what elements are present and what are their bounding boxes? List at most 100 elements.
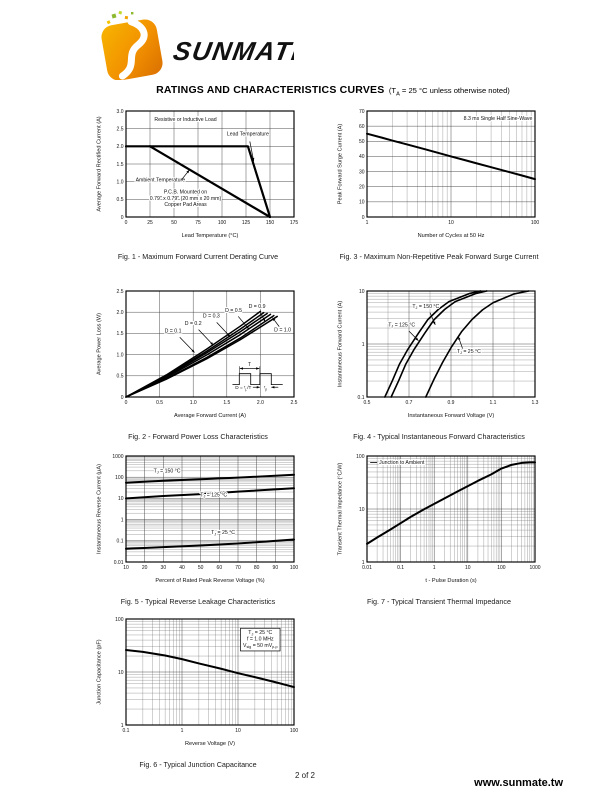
svg-text:1: 1 [121,517,124,523]
svg-text:1.5: 1.5 [117,162,124,168]
logo-wordmark: SUNMATE [171,36,294,66]
svg-text:1: 1 [181,728,184,734]
svg-text:100: 100 [531,220,540,226]
svg-text:60: 60 [217,565,223,571]
svg-text:100: 100 [290,565,299,571]
title-note: (TA = 25 °C unless otherwise noted) [388,86,510,98]
svg-text:1: 1 [362,342,365,348]
svg-text:40: 40 [359,154,365,160]
svg-text:Lead Temperature (°C): Lead Temperature (°C) [182,233,239,239]
svg-text:1: 1 [121,723,124,729]
svg-text:Resistive or Inductive Load: Resistive or Inductive Load [154,117,216,123]
svg-text:1.0: 1.0 [190,400,197,406]
svg-text:TJ = 150 °C: TJ = 150 °C [154,468,181,474]
fig2-power-loss-chart: 0 0.5 1.0 1.5 2.0 2.5 0 0.5 1.0 1.5 2.0 2.5 Average … [97,289,298,419]
svg-text:f = 1.0 MHz: f = 1.0 MHz [247,636,274,642]
svg-text:175: 175 [290,220,299,226]
svg-text:D = 0.9: D = 0.9 [249,304,266,310]
fig7-thermal-impedance-chart: 0.01 0.1 1 10 100 1000 1 10 100 t - Pulse Duratio… [338,454,541,584]
fig4-caption: Fig. 4 - Typical Instantaneous Forward C… [353,432,525,441]
svg-text:Copper Pad Areas: Copper Pad Areas [164,202,207,208]
svg-text:70: 70 [359,109,365,115]
svg-text:10: 10 [118,670,124,676]
svg-text:Instantaneous Forward Current: Instantaneous Forward Current (A) [338,301,344,388]
fig7-caption: Fig. 7 - Typical Transient Thermal Imped… [367,597,511,606]
svg-text:0: 0 [121,215,124,221]
page-number: 2 of 2 [294,771,315,780]
svg-text:Average Forward Rectified Curr: Average Forward Rectified Current (A) [97,116,103,211]
svg-text:Number of Cycles at 50 Hz: Number of Cycles at 50 Hz [418,233,485,239]
svg-text:60: 60 [359,124,365,130]
svg-text:100: 100 [115,475,124,481]
svg-text:0.01: 0.01 [362,565,372,571]
fig1-caption: Fig. 1 - Maximum Forward Current Deratin… [117,252,279,261]
svg-text:1.5: 1.5 [117,331,124,337]
logo-diamond [101,18,163,81]
figure-fig7: 0.01 0.1 1 10 100 1000 1 10 100 t - Pulse Duratio… [333,449,545,606]
svg-text:2.5: 2.5 [117,289,124,295]
svg-text:0: 0 [121,395,124,401]
svg-text:0.1: 0.1 [123,728,130,734]
svg-text:TJ = 150 °C: TJ = 150 °C [412,304,439,310]
svg-text:0.9: 0.9 [448,400,455,406]
svg-text:1.1: 1.1 [490,400,497,406]
svg-text:10: 10 [118,496,124,502]
svg-text:1.0: 1.0 [117,179,124,185]
figure-fig4: 0.5 0.7 0.9 1.1 1.3 0.1 1 10 Instantaneous Forwa… [333,284,545,441]
svg-text:tp: tp [264,385,267,391]
svg-text:TJ = 25 °C: TJ = 25 °C [211,530,235,536]
svg-text:D = 0.2: D = 0.2 [185,321,202,327]
figure-fig3: 1 10 100 0 10 20 30 40 50 60 70 Number of Cycles at… [333,104,545,261]
svg-text:Junction Capacitance (pF): Junction Capacitance (pF) [97,639,103,704]
svg-text:0.5: 0.5 [117,374,124,380]
svg-text:30: 30 [359,169,365,175]
fig3-caption: Fig. 3 - Maximum Non-Repetitive Peak For… [339,252,539,261]
svg-text:8.3 ms Single Half Sine-Wave: 8.3 ms Single Half Sine-Wave [464,116,533,122]
figure-fig1: 0 25 50 75 100 125 150 175 0 0.5 1.0 1.5 2.0 2.5 3.0 Le… [92,104,304,261]
svg-text:Average Forward Current (A): Average Forward Current (A) [174,413,246,419]
svg-text:80: 80 [254,565,260,571]
fig3-surge-chart: 1 10 100 0 10 20 30 40 50 60 70 Number of Cycles at… [338,109,540,239]
svg-text:30: 30 [161,565,167,571]
svg-text:Instantaneous Forward Voltage: Instantaneous Forward Voltage (V) [408,413,495,419]
svg-text:10: 10 [235,728,241,734]
svg-text:10: 10 [123,565,129,571]
svg-text:100: 100 [497,565,506,571]
svg-text:3.0: 3.0 [117,109,124,115]
svg-text:125: 125 [242,220,251,226]
svg-text:0.1: 0.1 [117,539,124,545]
svg-text:1000: 1000 [529,565,540,571]
figure-fig6: 0.1 1 10 100 1 10 100 Reverse Voltage (V) Juncti… [92,612,304,769]
figure-fig2: 0 0.5 1.0 1.5 2.0 2.5 0 0.5 1.0 1.5 2.0 2.5 Average … [92,284,304,441]
svg-text:90: 90 [273,565,279,571]
svg-text:0.1: 0.1 [358,395,365,401]
svg-text:10: 10 [465,565,471,571]
svg-text:2.5: 2.5 [291,400,298,406]
svg-text:D = 0.5: D = 0.5 [225,308,242,314]
svg-text:TJ = 125 °C: TJ = 125 °C [388,322,415,328]
svg-text:1: 1 [433,565,436,571]
svg-text:D = 0.1: D = 0.1 [165,329,182,335]
svg-text:70: 70 [235,565,241,571]
svg-text:D = tp/T: D = tp/T [235,385,251,391]
svg-text:Vsig = 50 mVp-p: Vsig = 50 mVp-p [243,643,278,649]
page-title: RATINGS AND CHARACTERISTICS CURVES (TA =… [0,80,610,98]
logo-sparkles [106,10,134,25]
svg-text:0: 0 [125,400,128,406]
svg-text:0.1: 0.1 [397,565,404,571]
svg-text:0.5: 0.5 [117,197,124,203]
svg-text:100: 100 [356,454,365,460]
svg-text:0.01: 0.01 [114,560,124,566]
svg-text:10: 10 [359,200,365,206]
svg-text:10: 10 [448,220,454,226]
fig5-reverse-leakage-chart: 10 20 30 40 50 60 70 80 90 100 0.01 0.1 1 10 100 1000 Pe… [97,454,299,584]
svg-text:TJ = 125 °C: TJ = 125 °C [200,492,227,498]
svg-text:0.5: 0.5 [156,400,163,406]
svg-text:1: 1 [366,220,369,226]
svg-text:P.C.B. Mounted on: P.C.B. Mounted on [164,190,207,196]
svg-text:Ambient Temperature: Ambient Temperature [136,178,186,184]
svg-text:1: 1 [362,560,365,566]
svg-text:2.0: 2.0 [117,144,124,150]
